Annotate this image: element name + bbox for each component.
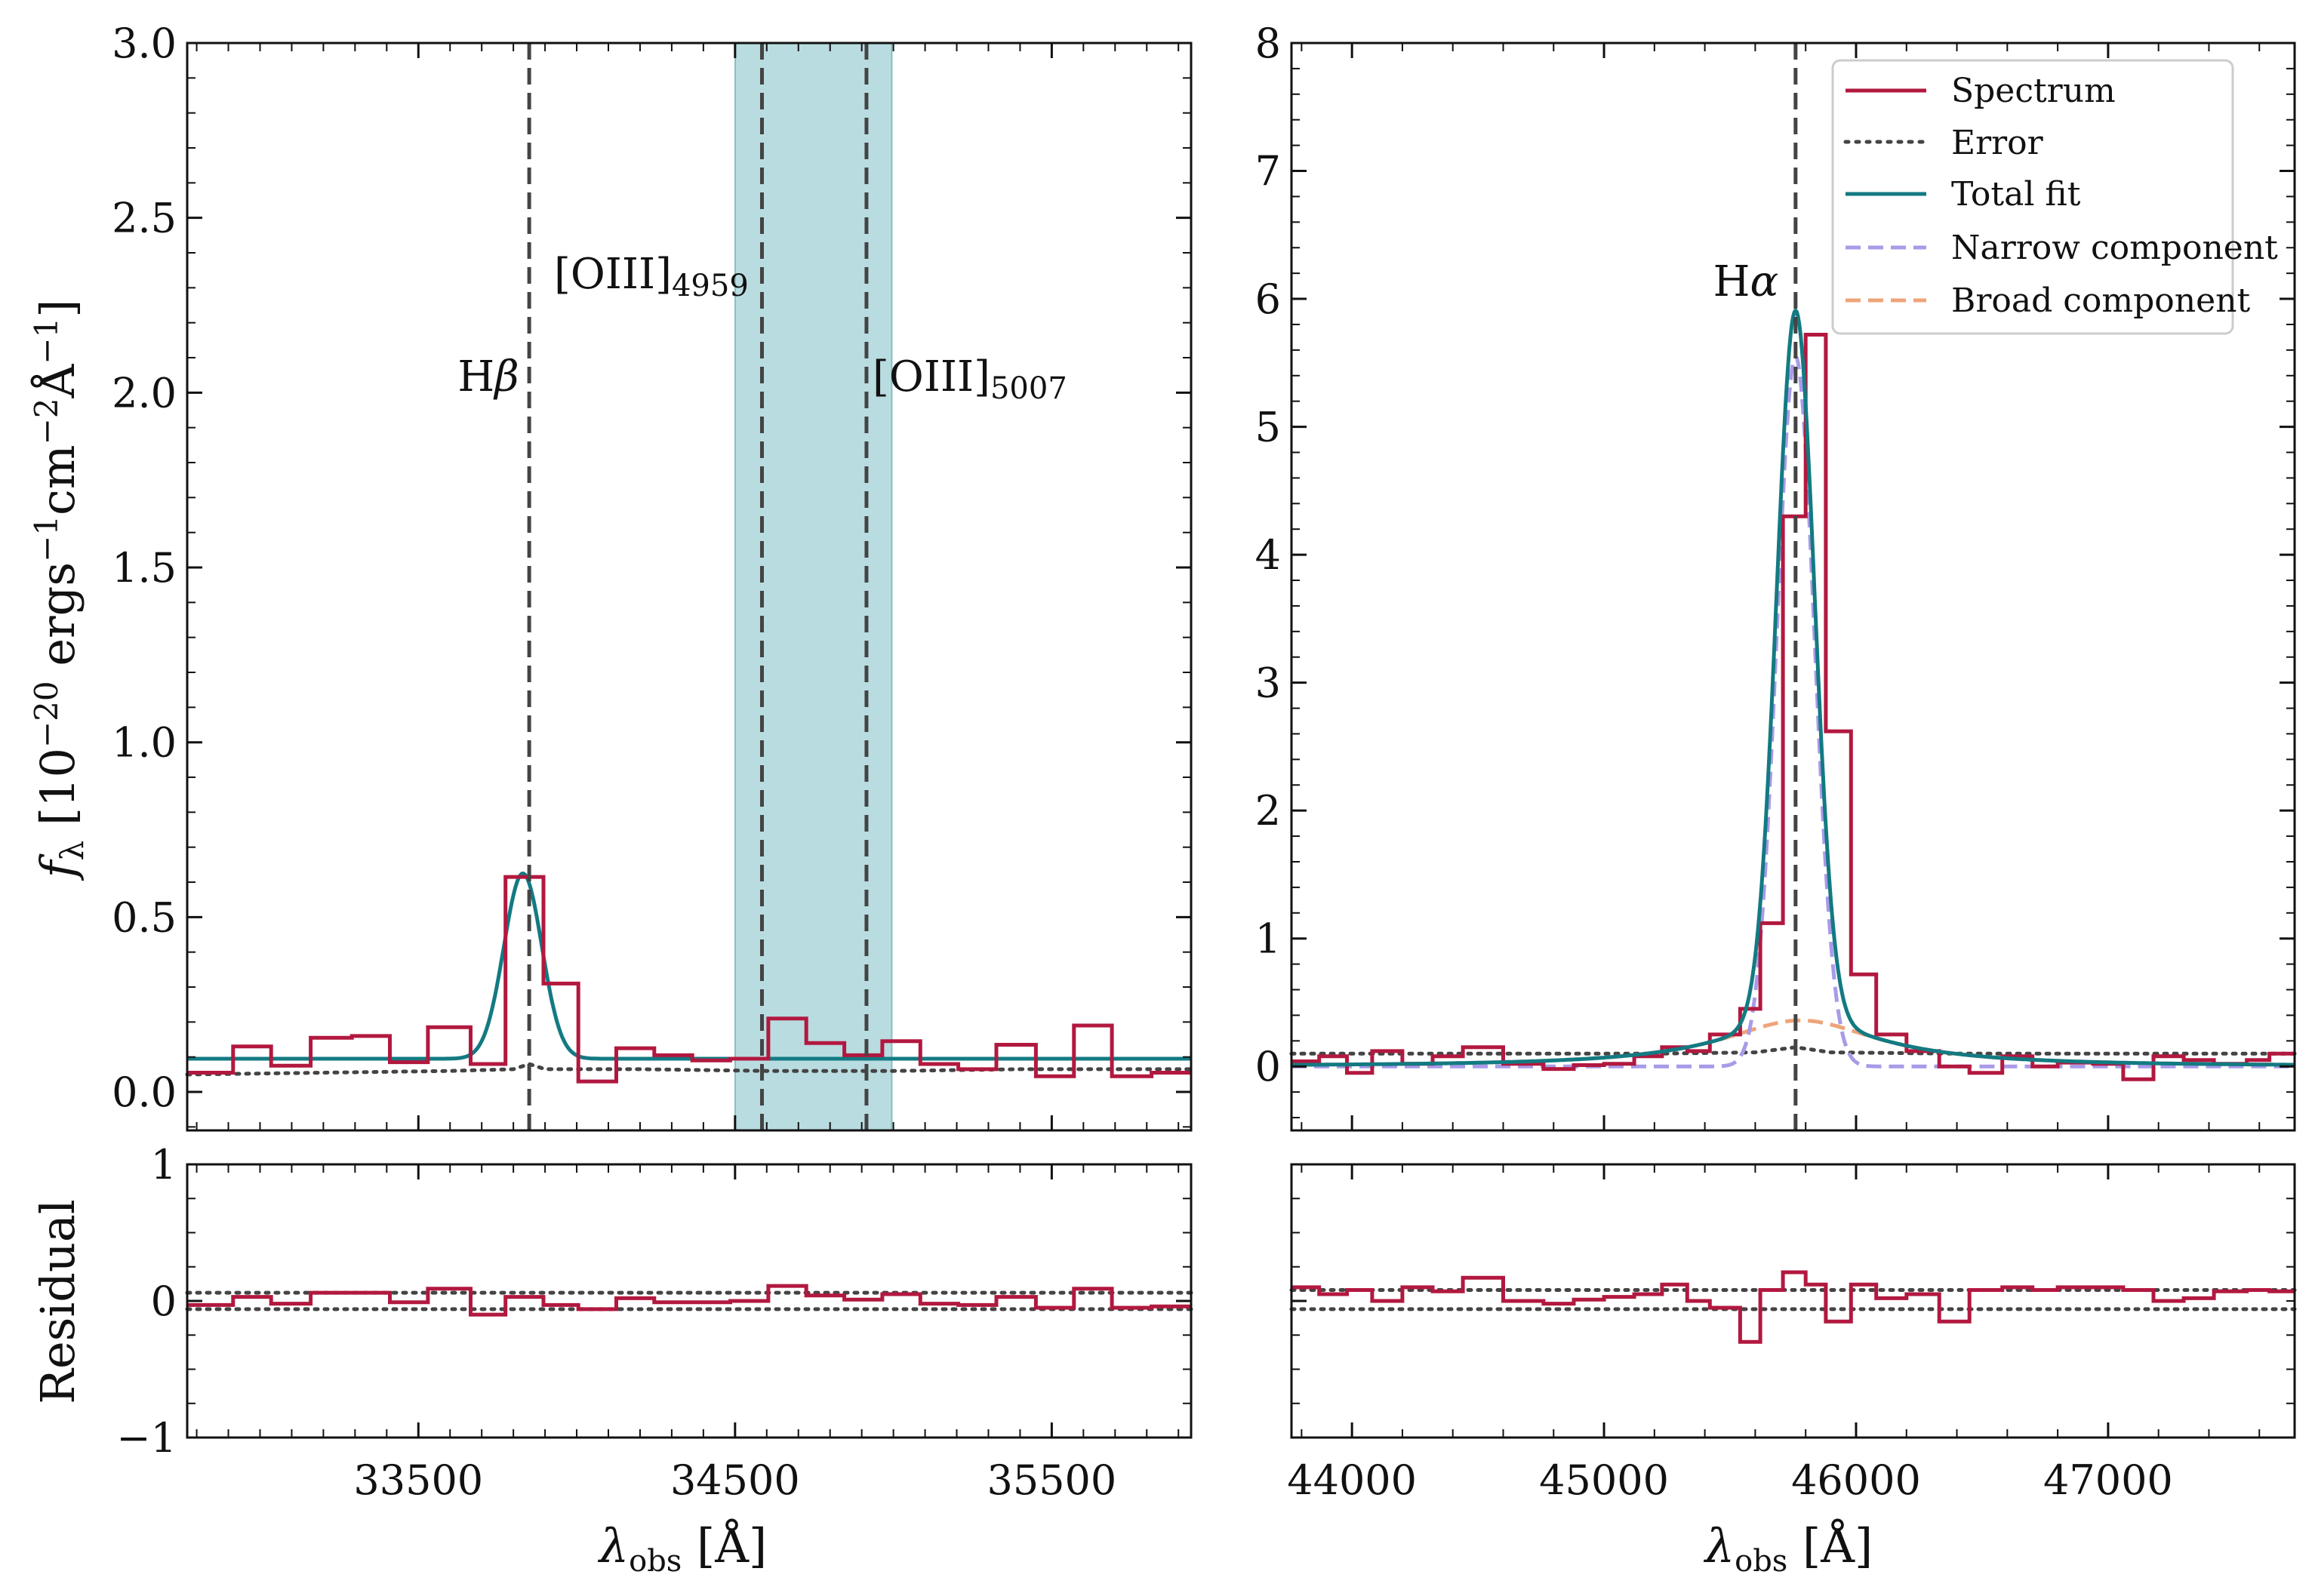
y-tick-label: −1 (116, 1414, 177, 1462)
left-error-curve (185, 1062, 1193, 1077)
legend-box (1831, 59, 2234, 335)
legend-narrow-label: Narrow component (1951, 229, 2278, 267)
axes-frame (1290, 1163, 2296, 1439)
right-main-panel: 0 1 2 3 4 5 6 7 8 Hα Spectrum Error Total fit Na… (1255, 20, 2297, 1132)
residual-axis-title: Residual (30, 1199, 85, 1404)
x-tick-label: 44000 (1287, 1456, 1417, 1504)
y-tick-label: 0.5 (112, 893, 177, 941)
x-tick-label: 47000 (2043, 1456, 2173, 1504)
y-axis-title: fλ [10−20 ergs−1cm−2Å−1] (28, 300, 91, 881)
error-curve (185, 1062, 1193, 1077)
x-tick-label: 34500 (670, 1456, 800, 1504)
legend-total-fit-label: Total fit (1951, 175, 2081, 214)
left-main-frame (186, 42, 1193, 1132)
right-error-curve (1289, 1045, 2297, 1056)
residual-step-line (1291, 1270, 2295, 1344)
y-tick-label: 7 (1255, 148, 1281, 195)
y-tick-label: 4 (1255, 531, 1281, 579)
narrow-component-curve (1291, 353, 2295, 1069)
broad-component-line (1291, 1018, 2295, 1067)
right-residual-frame (1290, 1163, 2296, 1439)
x-tick-label: 35500 (987, 1456, 1116, 1504)
right-x-axis-title: λobs [Å] (1703, 1518, 1873, 1579)
y-tick-label: 1.5 (112, 544, 177, 592)
y-tick-label: 8 (1255, 20, 1281, 67)
left-line-markers (527, 43, 869, 1130)
y-tick-label: 0 (151, 1278, 177, 1325)
oiii-4959-line-label: [OIII]4959 (554, 250, 749, 303)
right-residual-ticks: 44000 45000 46000 47000 (1287, 1163, 2295, 1504)
x-tick-label: 33500 (353, 1456, 483, 1504)
y-tick-label: 6 (1255, 275, 1281, 323)
legend-spectrum-label: Spectrum (1951, 72, 2116, 110)
right-residual-steps (1291, 1270, 2295, 1344)
residual-step-line (187, 1284, 1191, 1317)
legend-error-label: Error (1951, 124, 2044, 162)
spectrum-step-line (1291, 333, 2295, 1081)
total-fit-curve (187, 872, 1191, 1061)
y-tick-label: 1 (151, 1141, 177, 1189)
right-main-ticks: 0 1 2 3 4 5 6 7 8 (1255, 20, 2295, 1130)
narrow-component-line (1291, 353, 2295, 1069)
left-spectrum-steps (187, 875, 1191, 1084)
right-spectrum-steps (1291, 333, 2295, 1081)
left-x-axis-title: λobs [Å] (597, 1518, 767, 1579)
left-total-fit-curve (187, 872, 1191, 1061)
left-residual-steps (187, 1284, 1191, 1317)
total-fit-curve (1291, 307, 2295, 1067)
right-residual-panel: 44000 45000 46000 47000 λobs [Å] (1287, 1163, 2297, 1579)
y-tick-label: 1.0 (112, 719, 177, 767)
left-residual-frame (186, 1163, 1193, 1439)
left-main-panel: 0.0 0.5 1.0 1.5 2.0 2.5 3.0 Hβ [OIII]4959 [OII… (28, 20, 1193, 1132)
spectrum-step-line (187, 875, 1191, 1084)
halpha-line-label: Hα (1713, 257, 1779, 306)
left-residual-ticks: 33500 34500 35500 −1 0 1 (116, 1141, 1191, 1504)
broad-component-curve (1291, 1018, 2295, 1067)
hbeta-line-label: Hβ (457, 352, 519, 401)
y-tick-label: 2 (1255, 787, 1281, 835)
axes-frame (186, 1163, 1193, 1439)
y-tick-label: 2.5 (112, 195, 177, 242)
y-tick-label: 1 (1255, 915, 1281, 963)
y-tick-label: 3.0 (112, 20, 177, 67)
x-tick-label: 45000 (1539, 1456, 1669, 1504)
axes-frame (1290, 42, 2296, 1132)
y-tick-label: 0.0 (112, 1069, 177, 1116)
y-tick-label: 5 (1255, 404, 1281, 451)
y-tick-label: 3 (1255, 660, 1281, 707)
left-main-ticks: 0.0 0.5 1.0 1.5 2.0 2.5 3.0 (112, 20, 1191, 1130)
error-curve (1289, 1045, 2297, 1056)
oiii-5007-line-label: [OIII]5007 (873, 352, 1067, 406)
legend: Spectrum Error Total fit Narrow componen… (1831, 59, 2278, 335)
legend-broad-label: Broad component (1951, 281, 2250, 320)
x-tick-label: 46000 (1791, 1456, 1921, 1504)
right-total-fit-curve (1291, 307, 2295, 1067)
y-tick-label: 2.0 (112, 369, 177, 417)
left-residual-panel: 33500 34500 35500 −1 0 1 Residual λobs [Å] (30, 1141, 1193, 1579)
right-main-frame (1290, 42, 2296, 1132)
y-tick-label: 0 (1255, 1043, 1281, 1090)
axes-frame (186, 42, 1193, 1132)
